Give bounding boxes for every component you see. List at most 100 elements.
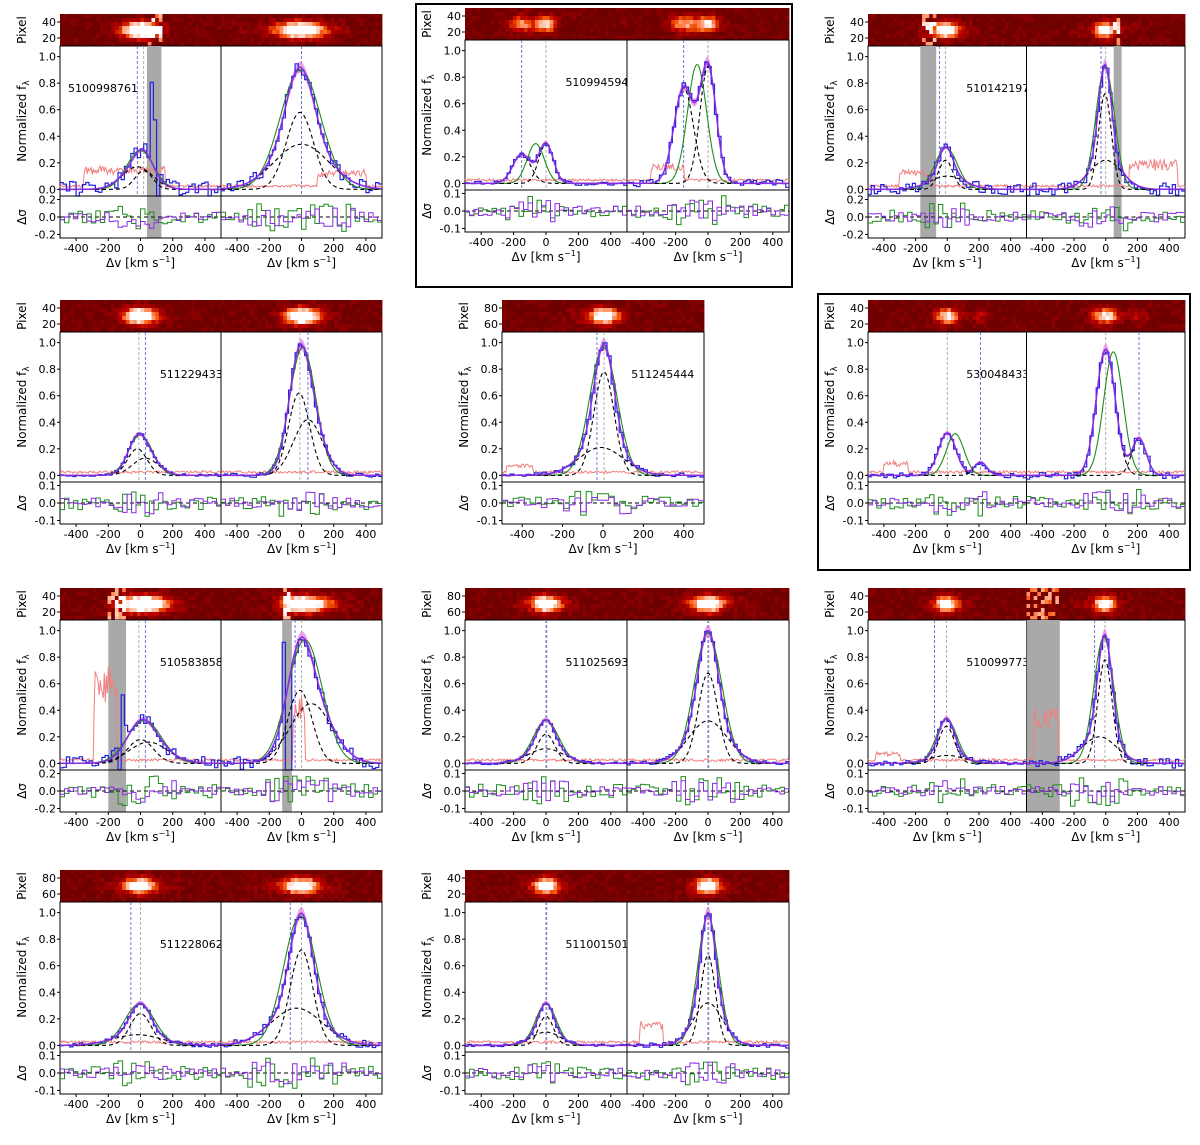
spectrum-2d-pixel xyxy=(487,8,492,13)
spectrum-2d-pixel xyxy=(990,30,995,35)
spectrum-2d-pixel xyxy=(557,8,562,13)
spectrum-2d-pixel xyxy=(785,24,790,29)
velocity-tick-label: -400 xyxy=(225,528,250,541)
spectrum-2d-pixel xyxy=(360,22,365,27)
spectrum-2d-pixel xyxy=(621,300,627,305)
spectrum-2d-pixel xyxy=(191,316,196,321)
spectrum-2d-pixel xyxy=(1105,312,1110,317)
spectrum-2d-pixel xyxy=(925,320,930,325)
spectrum-2d-pixel xyxy=(674,8,679,13)
spectrum-2d-pixel xyxy=(228,616,233,621)
spectrum-2d-pixel xyxy=(60,42,65,47)
spectrum-2d-pixel xyxy=(162,616,167,621)
spectrum-2d-pixel xyxy=(129,588,134,593)
pixel-axis-label: Pixel xyxy=(15,590,29,618)
spectrum-2d-pixel xyxy=(89,30,94,35)
spectrum-2d-pixel xyxy=(893,38,898,43)
spectrum-2d-image xyxy=(221,300,383,333)
spectrum-2d-pixel xyxy=(570,328,576,333)
spectrum-2d-pixel xyxy=(297,592,302,597)
pixel-axis-label: Pixel xyxy=(15,16,29,44)
spectrum-2d-pixel xyxy=(345,18,350,23)
spectrum-2d-pixel xyxy=(246,616,251,621)
spectrum-2d-pixel xyxy=(1044,328,1049,333)
spectrum-2d-pixel xyxy=(312,308,317,313)
spectrum-2d-pixel xyxy=(494,28,499,33)
spectrum-2d-pixel xyxy=(231,14,237,19)
spectrum-2d-pixel xyxy=(1026,18,1031,23)
spectrum-2d-pixel xyxy=(144,316,149,321)
spectrum-2d-pixel xyxy=(330,320,335,325)
spectrum-2d-pixel xyxy=(889,30,894,35)
spectrum-2d-pixel xyxy=(976,30,981,35)
spectrum-2d-pixel xyxy=(954,328,959,333)
spectrum-2d-pixel xyxy=(140,328,145,333)
spectrum-2d-pixel xyxy=(644,320,650,325)
spectrum-2d-pixel xyxy=(1073,328,1078,333)
spectrum-2d-pixel xyxy=(235,30,240,35)
spectrum-2d-pixel xyxy=(81,324,87,329)
spectrum-2d-pixel xyxy=(693,28,698,33)
spectrum-2d-pixel xyxy=(940,300,945,305)
spectrum-2d-pixel xyxy=(330,308,335,313)
spectrum-2d-pixel xyxy=(889,34,894,39)
spectrum-2d-pixel xyxy=(1181,18,1186,23)
spectrum-2d-pixel xyxy=(645,16,650,21)
spectrum-2d-pixel xyxy=(1066,18,1071,23)
velocity-tick-label: 200 xyxy=(1127,528,1148,541)
spectrum-2d-pixel xyxy=(327,304,332,309)
spectrum-2d-pixel xyxy=(202,596,207,601)
spectrum-2d-pixel xyxy=(272,324,277,329)
spectrum-2d-pixel xyxy=(125,26,130,31)
spectrum-2d-pixel xyxy=(279,38,284,43)
spectrum-2d-pixel xyxy=(261,616,266,621)
spectrum-2d-pixel xyxy=(623,32,628,37)
spectrum-2d-pixel xyxy=(305,304,310,309)
residual-tick-label: -0.1 xyxy=(477,515,498,528)
spectrum-2d-pixel xyxy=(330,324,335,329)
spectrum-2d-pixel xyxy=(667,12,672,17)
spectrum-2d-pixel xyxy=(70,612,76,617)
spectrum-2d-pixel xyxy=(169,324,174,329)
spectrum-2d-pixel xyxy=(294,320,299,325)
spectrum-2d-pixel xyxy=(979,316,984,321)
spectrum-2d-pixel xyxy=(947,328,952,333)
spectrum-2d-pixel xyxy=(1120,14,1125,19)
spectrum-2d-pixel xyxy=(907,312,912,317)
spectrum-2d-pixel xyxy=(932,18,937,23)
spectrum-2d-pixel xyxy=(875,22,880,27)
spectrum-2d-pixel xyxy=(479,12,484,17)
spectrum-2d-pixel xyxy=(1159,34,1164,39)
spectrum-2d-pixel xyxy=(319,18,324,23)
spectrum-2d-pixel xyxy=(1001,328,1006,333)
spectrum-2d-pixel xyxy=(868,300,873,305)
galaxy-id-label: 5100998761 xyxy=(68,82,138,95)
spectrum-2d-pixel xyxy=(612,328,618,333)
residual-line-purple xyxy=(868,491,1027,513)
spectrum-2d-pixel xyxy=(1120,308,1125,313)
spectrum-2d-pixel xyxy=(1062,30,1067,35)
spectrum-2d-pixel xyxy=(312,22,317,27)
spectrum-2d-pixel xyxy=(641,24,646,29)
spectrum-2d-pixel xyxy=(341,26,346,31)
spectrum-2d-pixel xyxy=(722,16,727,21)
spectrum-2d-pixel xyxy=(349,308,354,313)
spectrum-2d-pixel xyxy=(297,608,302,613)
spectrum-2d-pixel xyxy=(327,316,332,321)
spectrum-2d-pixel xyxy=(950,304,955,309)
spectrum-2d-pixel xyxy=(114,312,119,317)
spectrum-2d-pixel xyxy=(907,30,912,35)
spectrum-2d-pixel xyxy=(1022,312,1027,317)
spectrum-2d-pixel xyxy=(316,308,321,313)
spectrum-2d-pixel xyxy=(180,592,185,597)
spectrum-2d-pixel xyxy=(652,8,657,13)
residual-tick-label: -0.2 xyxy=(35,229,56,242)
spectrum-2d-pixel xyxy=(323,300,328,305)
spectrum-2d-pixel xyxy=(323,312,328,317)
spectrum-2d-pixel xyxy=(184,30,189,35)
spectrum-2d-pixel xyxy=(1098,22,1103,27)
spectrum-2d-pixel xyxy=(202,38,207,43)
spectrum-2d-pixel xyxy=(206,14,211,19)
